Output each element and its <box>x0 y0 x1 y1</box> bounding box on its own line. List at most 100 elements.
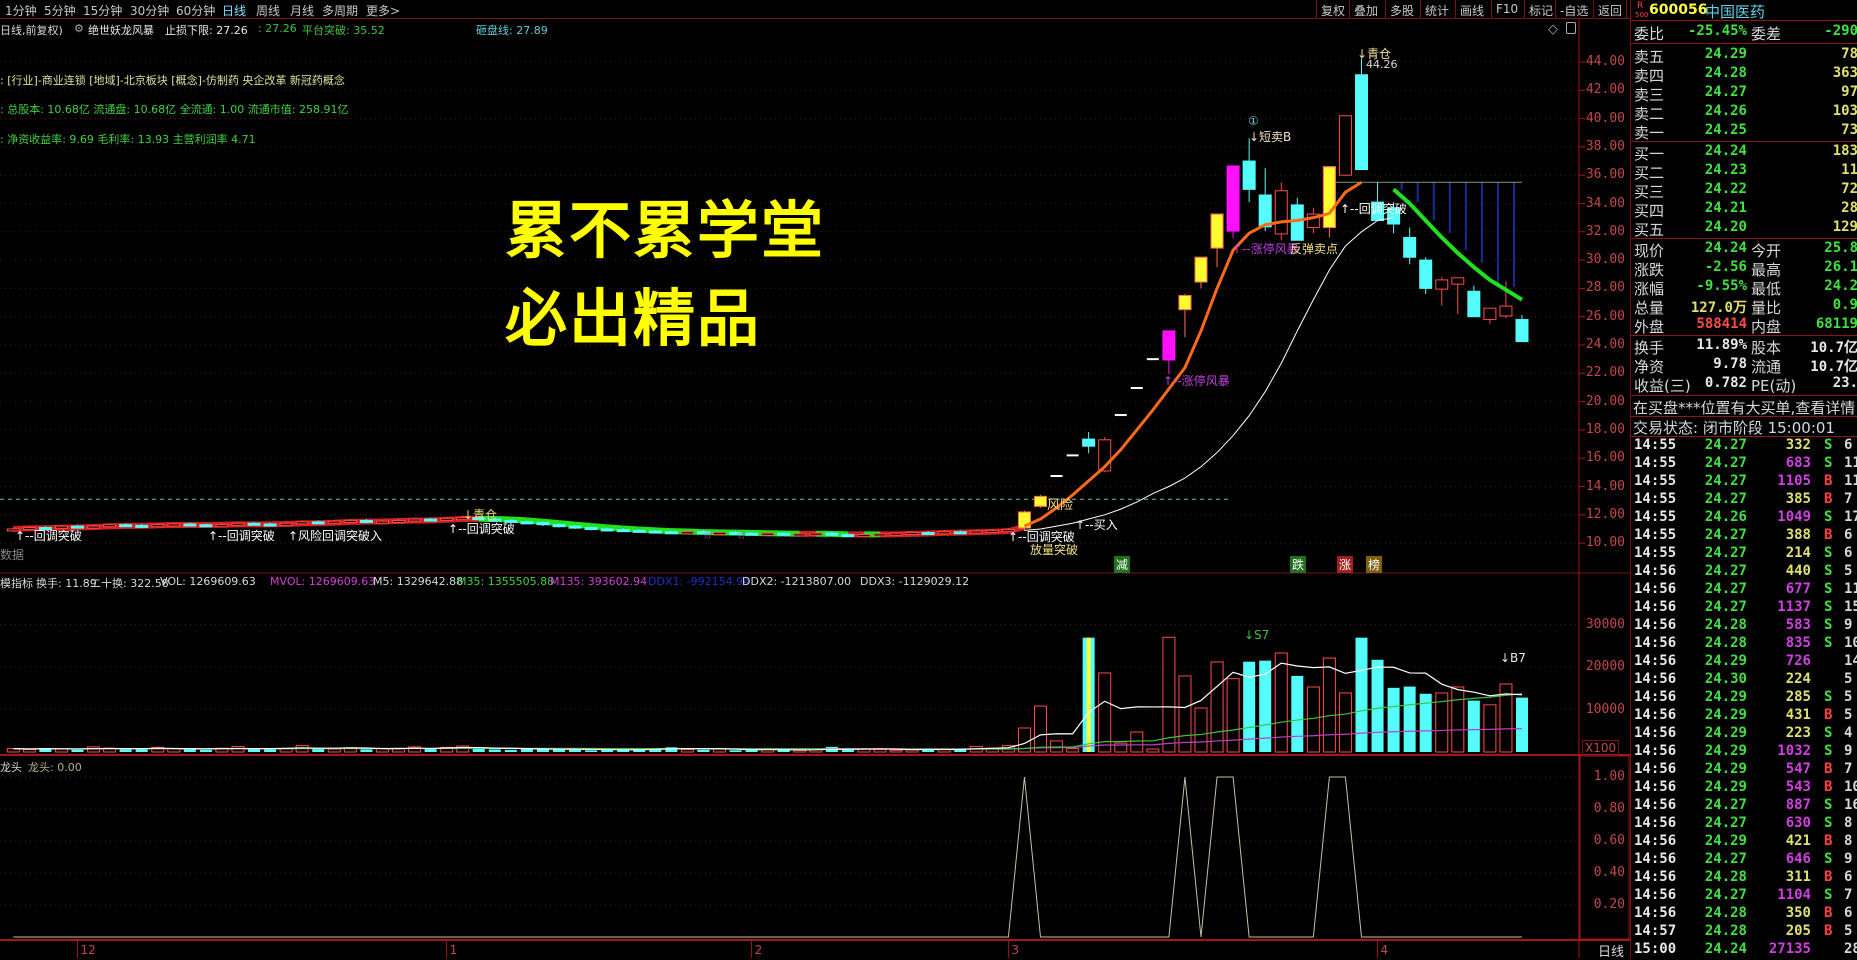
candle <box>1339 116 1351 175</box>
candle <box>810 532 822 536</box>
ma-band-segment <box>639 530 655 531</box>
watchlist-button[interactable]: -自选 <box>1555 0 1592 19</box>
overlay-button[interactable]: 叠加 <box>1349 0 1382 19</box>
settings-icon[interactable]: ⚙ <box>74 22 84 35</box>
price-tick-label: 26.00 <box>1579 309 1625 324</box>
volume-bar <box>1307 687 1319 752</box>
volume-bar <box>457 746 469 752</box>
timeframe-60min[interactable]: 60分钟 <box>176 2 215 19</box>
volume-bar <box>1163 637 1175 752</box>
candle-body <box>938 532 950 534</box>
row-value: 127.0万 <box>1691 297 1747 317</box>
period-indicator[interactable]: 日线 <box>1598 941 1624 960</box>
ma-band-segment <box>655 530 671 531</box>
row-value: 24.24 <box>1705 143 1747 159</box>
volume-metric: M35: 1355505.88 <box>457 575 554 588</box>
annotation-pullback-breakout: ↑--回调突破 <box>1340 200 1407 217</box>
volume-signal-b7: ↓B7 <box>1500 651 1526 665</box>
back-button[interactable]: 返回 <box>1593 0 1627 19</box>
timeframe-daily[interactable]: 日线 <box>222 2 246 19</box>
statistics-button[interactable]: 统计 <box>1420 0 1453 19</box>
candle <box>553 523 565 527</box>
trade-volume: 27135 <box>1769 941 1811 957</box>
candle <box>248 522 260 526</box>
row-value: 24.21 <box>1705 200 1747 216</box>
candle-body <box>874 534 886 536</box>
volume-metric: 换手: 11.89 <box>36 575 97 591</box>
candle <box>1291 198 1303 240</box>
trade-volume: 431 <box>1786 707 1811 723</box>
candle <box>746 532 758 536</box>
volume-bar <box>264 749 276 752</box>
volume-bar <box>152 747 164 752</box>
big-order-notice[interactable]: 在买盘***位置有大买单,查看详情 <box>1633 397 1855 418</box>
trade-count: 11 <box>1844 455 1857 471</box>
row-value-2: 10.7亿 <box>1810 356 1857 376</box>
candle <box>1179 294 1191 337</box>
volume-metric: 模指标 <box>0 575 33 591</box>
candle-body <box>1035 496 1047 506</box>
draw-line-button[interactable]: 画线 <box>1455 0 1488 19</box>
diamond-icon[interactable]: ◇ <box>1548 22 1558 37</box>
trade-price: 24.29 <box>1705 743 1747 759</box>
timeframe-15min[interactable]: 15分钟 <box>83 2 122 19</box>
volume-m5-line <box>13 663 1522 750</box>
trade-price: 24.27 <box>1705 437 1747 453</box>
trade-price: 24.29 <box>1705 779 1747 795</box>
candle-body <box>264 524 276 526</box>
timeframe-30min[interactable]: 30分钟 <box>130 2 169 19</box>
candle-body <box>537 523 549 525</box>
candle <box>970 530 982 534</box>
timeframe-monthly[interactable]: 月线 <box>290 2 314 19</box>
f10-button[interactable]: F10 <box>1491 0 1522 19</box>
adjust-button[interactable]: 复权 <box>1316 0 1349 19</box>
candle <box>312 520 324 524</box>
candle-body <box>1516 320 1528 342</box>
candle <box>1468 286 1480 317</box>
trade-time: 14:56 <box>1634 671 1676 687</box>
trade-side: B <box>1824 761 1832 777</box>
volume-bar <box>88 747 100 752</box>
volume-bar <box>1227 679 1239 752</box>
volume-bar <box>553 749 565 752</box>
timeframe-1min[interactable]: 1分钟 <box>5 2 37 19</box>
candle <box>1500 281 1512 318</box>
ma-band-segment <box>110 526 126 527</box>
ma-band-segment <box>334 522 350 523</box>
candle <box>264 523 276 527</box>
row-value-2: 68119 <box>1816 316 1857 332</box>
candle-body <box>585 528 597 530</box>
annotation-limit-up-storm: ↑--涨停风暴 <box>1163 372 1230 389</box>
panel-toggle-icon[interactable] <box>1566 22 1576 34</box>
candle-body <box>1099 440 1111 471</box>
trade-count: 7 <box>1844 761 1852 777</box>
volume-unit-label: X100 <box>1582 740 1619 756</box>
trade-price: 24.26 <box>1705 509 1747 525</box>
trade-count: 6 <box>1844 545 1852 561</box>
timeframe-5min[interactable]: 5分钟 <box>44 2 76 19</box>
volume-bar <box>1484 705 1496 752</box>
timeframe-multi[interactable]: 多周期 <box>322 2 358 19</box>
trade-time: 15:00 <box>1634 941 1676 957</box>
candle-outline <box>1211 214 1223 248</box>
mark-button[interactable]: 标记 <box>1524 0 1557 19</box>
badge-rise: 涨 <box>1337 556 1353 573</box>
candle <box>1452 278 1464 314</box>
trade-count: 15 <box>1844 599 1857 615</box>
trade-time: 14:56 <box>1634 869 1676 885</box>
timeframe-more[interactable]: 更多> <box>366 2 400 19</box>
candle <box>954 530 966 534</box>
divider <box>1631 141 1857 142</box>
candle <box>1484 308 1496 324</box>
volume-bar <box>1195 708 1207 752</box>
multi-stock-button[interactable]: 多股 <box>1385 0 1418 19</box>
row-value: 24.26 <box>1705 103 1747 119</box>
timeframe-weekly[interactable]: 周线 <box>256 2 280 19</box>
volume-bar <box>216 748 228 752</box>
